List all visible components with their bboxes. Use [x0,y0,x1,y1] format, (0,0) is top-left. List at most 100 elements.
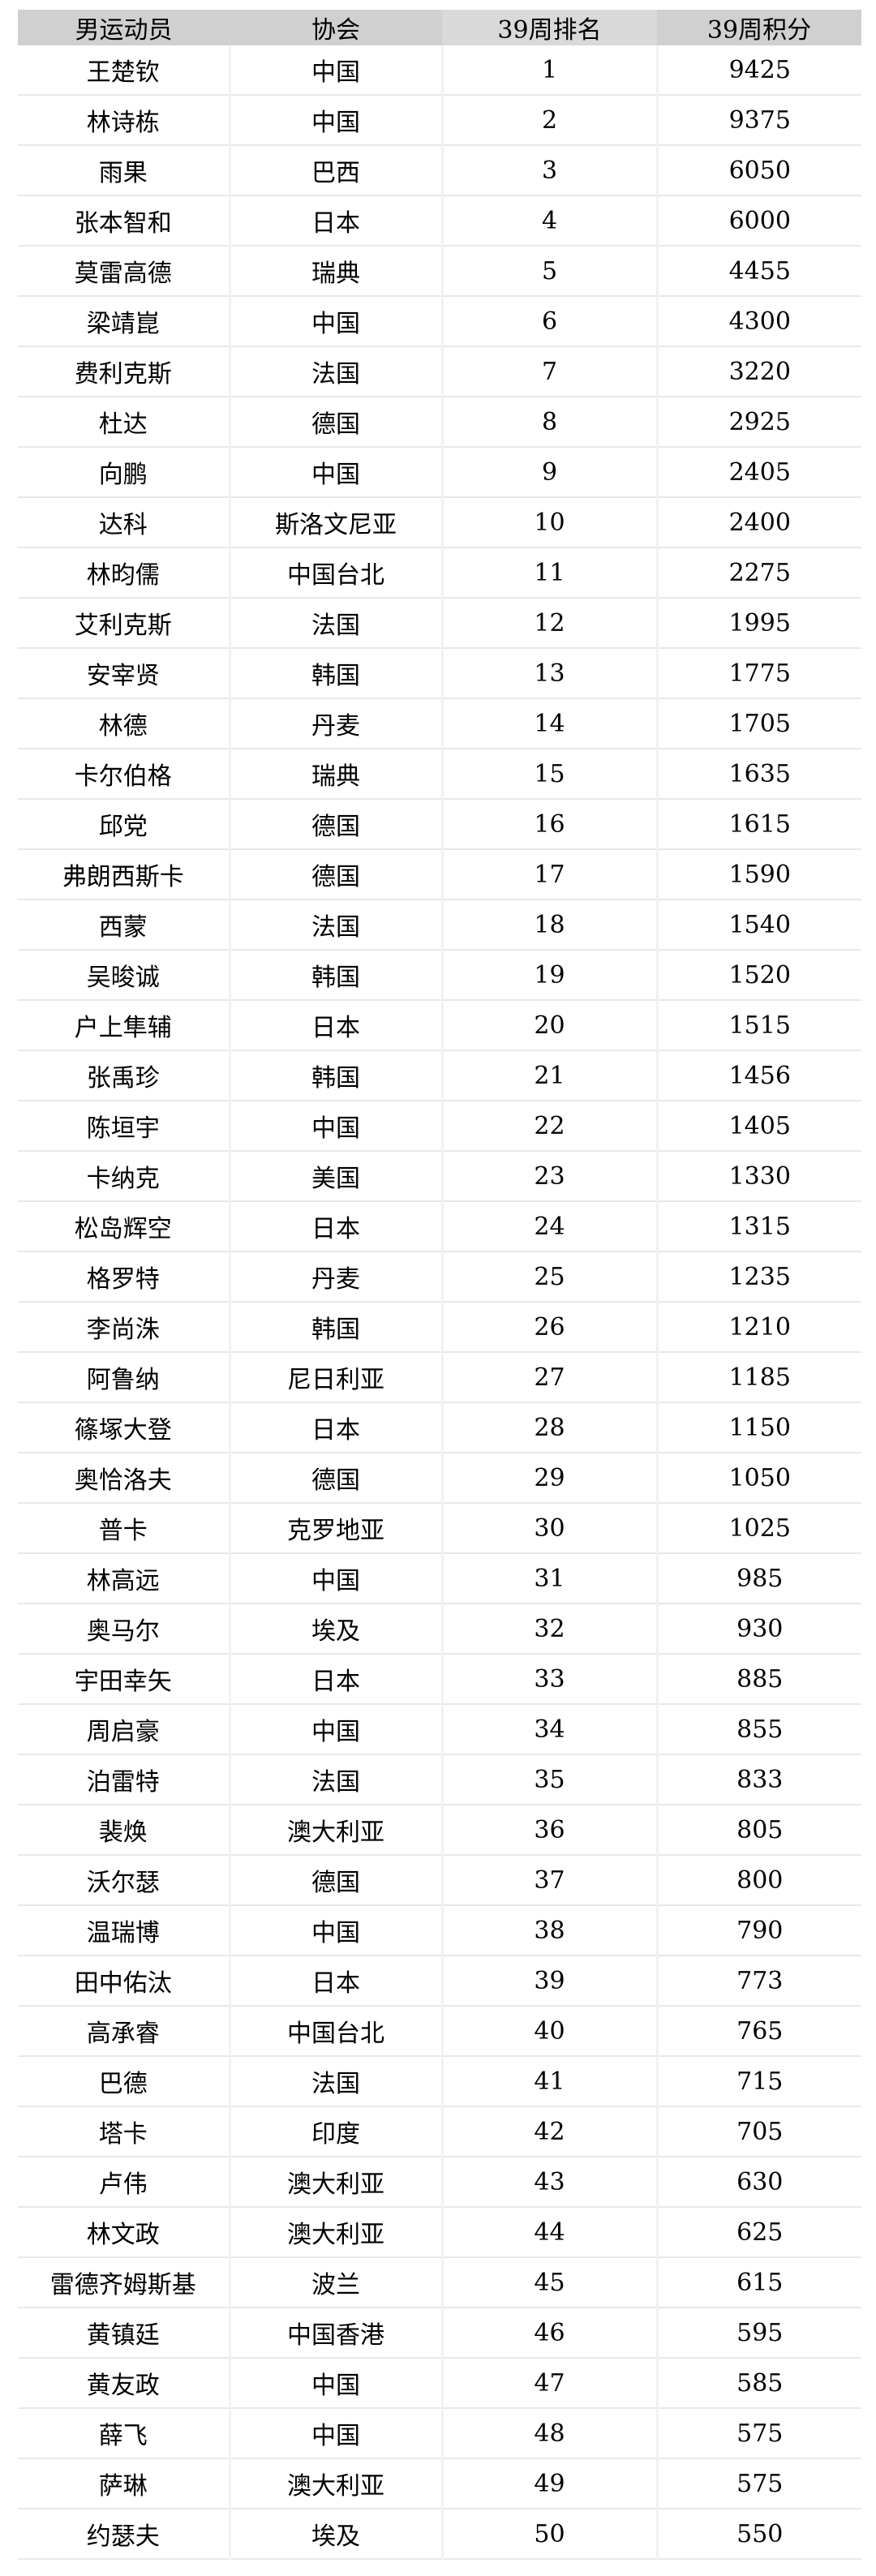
cell-rank: 47 [442,2358,659,2409]
cell-association: 中国台北 [230,2006,444,2057]
table-row[interactable]: 张本智和 日本 4 6000 [18,195,861,247]
table-row[interactable]: 卢伟 澳大利亚 43 630 [18,2157,861,2208]
cell-rank: 5 [442,246,659,297]
table-row[interactable]: 奥马尔 埃及 32 930 [18,1604,861,1655]
table-row[interactable]: 林德 丹麦 14 1705 [18,698,861,749]
cell-athlete: 奥马尔 [18,1604,231,1655]
cell-rank: 36 [442,1805,659,1856]
table-row[interactable]: 塔卡 印度 42 705 [18,2106,861,2157]
table-row[interactable]: 张禹珍 韩国 21 1456 [18,1050,861,1101]
cell-athlete: 周启豪 [18,1704,231,1755]
cell-association: 澳大利亚 [230,1805,444,1856]
table-row[interactable]: 约瑟夫 埃及 50 550 [18,2509,861,2560]
table-row[interactable]: 格罗特 丹麦 25 1235 [18,1252,861,1303]
table-row[interactable]: 林文政 澳大利亚 44 625 [18,2207,861,2258]
cell-points: 1615 [657,799,861,850]
cell-rank: 46 [442,2308,659,2359]
column-header-rank[interactable]: 39周排名 [442,10,657,45]
table-row[interactable]: 户上隼辅 日本 20 1515 [18,1000,861,1051]
cell-points: 1405 [657,1101,861,1152]
table-row[interactable]: 田中佑汰 日本 39 773 [18,1956,861,2007]
table-row[interactable]: 林高远 中国 31 985 [18,1553,861,1604]
table-row[interactable]: 奥恰洛夫 德国 29 1050 [18,1453,861,1504]
cell-rank: 45 [442,2257,659,2308]
table-row[interactable]: 普卡 克罗地亚 30 1025 [18,1503,861,1554]
table-row[interactable]: 吴晙诚 韩国 19 1520 [18,950,861,1001]
cell-athlete: 向鹏 [18,447,231,498]
cell-association: 印度 [230,2106,444,2157]
cell-athlete: 黄友政 [18,2358,231,2409]
cell-points: 1635 [657,749,861,800]
cell-rank: 31 [442,1553,659,1604]
cell-points: 1150 [657,1402,861,1453]
cell-athlete: 卢伟 [18,2157,231,2208]
cell-athlete: 吴晙诚 [18,950,231,1001]
table-row[interactable]: 卡纳克 美国 23 1330 [18,1151,861,1202]
table-row[interactable]: 裴焕 澳大利亚 36 805 [18,1805,861,1856]
cell-points: 833 [657,1754,861,1805]
table-row[interactable]: 达科 斯洛文尼亚 10 2400 [18,497,861,548]
table-row[interactable]: 宇田幸矢 日本 33 885 [18,1654,861,1705]
cell-athlete: 艾利克斯 [18,598,231,649]
cell-rank: 35 [442,1754,659,1805]
table-row[interactable]: 林诗栋 中国 2 9375 [18,95,861,146]
column-header-points[interactable]: 39周积分 [657,10,861,45]
table-row[interactable]: 萨琳 澳大利亚 49 575 [18,2458,861,2509]
cell-association: 日本 [230,1402,444,1453]
table-row[interactable]: 黄友政 中国 47 585 [18,2358,861,2409]
cell-athlete: 李尚洙 [18,1302,231,1353]
table-row[interactable]: 高承睿 中国台北 40 765 [18,2006,861,2057]
cell-rank: 27 [442,1352,659,1403]
table-row[interactable]: 阿鲁纳 尼日利亚 27 1185 [18,1352,861,1403]
table-row[interactable]: 周启豪 中国 34 855 [18,1704,861,1755]
table-row[interactable]: 西蒙 法国 18 1540 [18,899,861,951]
cell-points: 1185 [657,1352,861,1403]
table-row[interactable]: 向鹏 中国 9 2405 [18,447,861,498]
cell-athlete: 普卡 [18,1503,231,1554]
cell-athlete: 林德 [18,698,231,749]
cell-points: 4300 [657,296,861,347]
table-row[interactable]: 梁靖崑 中国 6 4300 [18,296,861,347]
table-row[interactable]: 艾利克斯 法国 12 1995 [18,598,861,649]
table-row[interactable]: 杜达 德国 8 2925 [18,397,861,448]
cell-association: 中国 [230,296,444,347]
table-row[interactable]: 莫雷高德 瑞典 5 4455 [18,246,861,297]
table-row[interactable]: 沃尔瑟 德国 37 800 [18,1855,861,1906]
cell-points: 2405 [657,447,861,498]
cell-rank: 49 [442,2458,659,2509]
table-row[interactable]: 薛飞 中国 48 575 [18,2408,861,2459]
cell-association: 中国台北 [230,547,444,599]
table-row[interactable]: 雨果 巴西 3 6050 [18,145,861,196]
table-row[interactable]: 温瑞博 中国 38 790 [18,1905,861,1956]
table-row[interactable]: 弗朗西斯卡 德国 17 1590 [18,849,861,900]
cell-association: 中国 [230,1704,444,1755]
cell-athlete: 塔卡 [18,2106,231,2157]
cell-points: 1775 [657,648,861,699]
column-header-athlete[interactable]: 男运动员 [18,10,230,45]
cell-points: 805 [657,1805,861,1856]
cell-association: 中国 [230,2408,444,2459]
cell-athlete: 王楚钦 [18,45,231,96]
cell-athlete: 安宰贤 [18,648,231,699]
table-row[interactable]: 林昀儒 中国台北 11 2275 [18,547,861,599]
table-row[interactable]: 巴德 法国 41 715 [18,2056,861,2107]
cell-rank: 29 [442,1453,659,1504]
table-row[interactable]: 篠塚大登 日本 28 1150 [18,1402,861,1453]
table-row[interactable]: 费利克斯 法国 7 3220 [18,346,861,397]
table-row[interactable]: 雷德齐姆斯基 波兰 45 615 [18,2257,861,2308]
table-row[interactable]: 卡尔伯格 瑞典 15 1635 [18,749,861,800]
cell-association: 德国 [230,397,444,448]
table-row[interactable]: 安宰贤 韩国 13 1775 [18,648,861,699]
table-row[interactable]: 黄镇廷 中国香港 46 595 [18,2308,861,2359]
table-row[interactable]: 李尚洙 韩国 26 1210 [18,1302,861,1353]
cell-athlete: 奥恰洛夫 [18,1453,231,1504]
cell-association: 法国 [230,2056,444,2107]
table-row[interactable]: 邱党 德国 16 1615 [18,799,861,850]
table-row[interactable]: 松岛辉空 日本 24 1315 [18,1201,861,1252]
table-row[interactable]: 泊雷特 法国 35 833 [18,1754,861,1805]
cell-points: 3220 [657,346,861,397]
table-row[interactable]: 陈垣宇 中国 22 1405 [18,1101,861,1152]
column-header-association[interactable]: 协会 [230,10,442,45]
table-row[interactable]: 王楚钦 中国 1 9425 [18,45,861,96]
